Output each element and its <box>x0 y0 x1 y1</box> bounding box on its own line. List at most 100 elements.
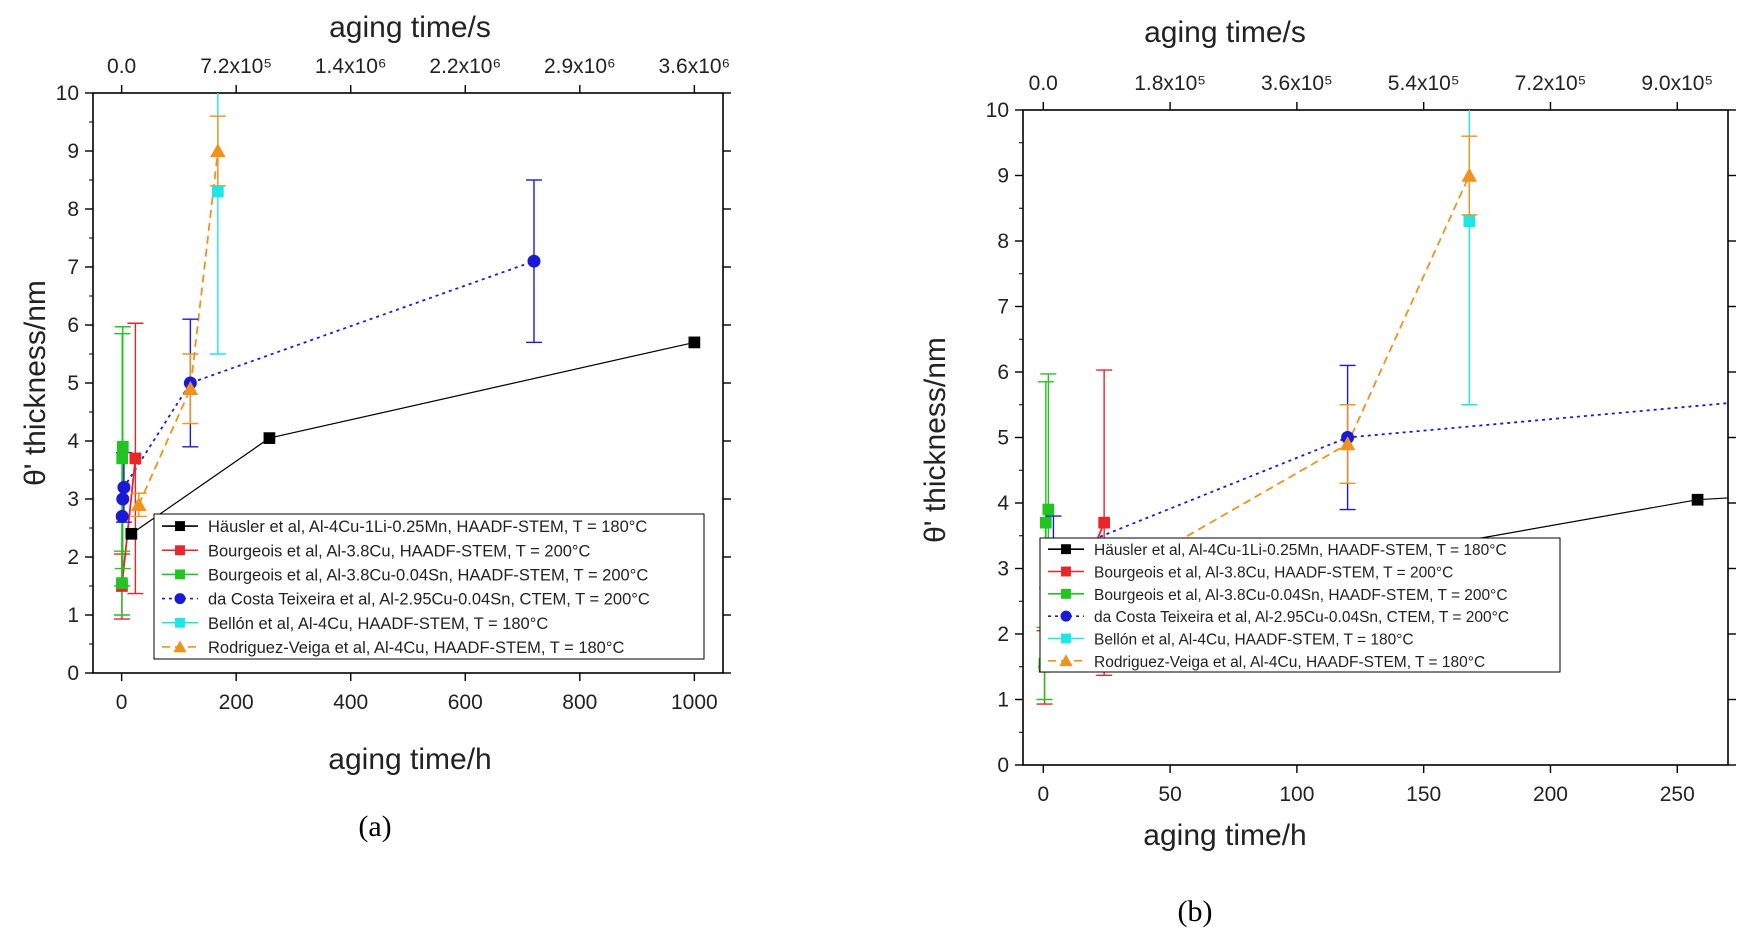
top-x-axis-label: aging time/s <box>329 11 491 44</box>
x-tick-label: 400 <box>333 691 368 714</box>
series-line <box>121 260 535 517</box>
top-x-tick-label: 1.4x10⁶ <box>315 55 387 78</box>
data-point <box>1691 493 1704 506</box>
series-line <box>1118 175 1471 576</box>
legend-marker <box>175 545 185 556</box>
panel-caption: (a) <box>358 810 391 843</box>
legend-marker <box>1059 654 1073 667</box>
y-tick-label: 10 <box>986 99 1009 122</box>
legend-marker <box>1061 566 1071 577</box>
top-x-tick-label: 7.2x10⁵ <box>1515 72 1587 95</box>
top-x-tick-label: 9.0x10⁵ <box>1641 72 1713 95</box>
data-point <box>1039 516 1052 529</box>
data-point <box>688 336 701 349</box>
y-tick-label: 6 <box>997 361 1009 384</box>
y-tick-label: 7 <box>997 296 1009 319</box>
data-point <box>117 480 131 494</box>
data-point <box>1461 167 1478 182</box>
axis-ticks: 0 1 2 3 4 5 6 7 8 9 10 0 200 400 600 800 1000 0.0 7.2x10⁵ 1… <box>56 55 731 714</box>
data-point <box>115 509 129 523</box>
top-x-tick-label: 7.2x10⁵ <box>200 55 272 78</box>
x-tick-label: 150 <box>1406 783 1441 806</box>
legend-frame <box>1039 537 1561 673</box>
x-tick-label: 100 <box>1279 783 1314 806</box>
data-point <box>212 185 224 198</box>
legend-entry: Häusler et al, Al-4Cu-1Li-0.25Mn, HAADF-… <box>208 518 647 536</box>
data-point <box>116 440 129 453</box>
legend-entry: Bellón et al, Al-4Cu, HAADF-STEM, T = 18… <box>1094 632 1414 649</box>
y-tick-label: 9 <box>997 165 1009 188</box>
x-tick-label: 600 <box>448 691 483 714</box>
y-axis-label: θ' thickness/nm <box>19 280 52 486</box>
y-tick-label: 8 <box>997 230 1009 253</box>
y-axis-label: θ' thickness/nm <box>919 337 952 543</box>
legend-marker <box>1061 633 1071 644</box>
legend-entry: Bellón et al, Al-4Cu, HAADF-STEM, T = 18… <box>208 615 548 633</box>
legend-marker <box>175 521 185 532</box>
panel-caption: (b) <box>1178 895 1213 928</box>
legend-entry: Bourgeois et al, Al-3.8Cu, HAADF-STEM, T… <box>208 542 591 560</box>
y-tick-label: 2 <box>67 546 79 569</box>
y-tick-label: 1 <box>67 604 79 627</box>
legend-frame <box>153 513 705 660</box>
legend-entry: Bourgeois et al, Al-3.8Cu-0.04Sn, HAADF-… <box>208 566 648 584</box>
top-x-axis-label: aging time/s <box>1144 16 1306 49</box>
y-tick-label: 6 <box>67 314 79 337</box>
data-point <box>1463 215 1476 228</box>
legend-entry: Rodriguez-Veiga et al, Al-4Cu, HAADF-STE… <box>208 639 624 657</box>
legend-marker <box>175 569 185 580</box>
top-x-tick-label: 2.9x10⁶ <box>544 55 616 78</box>
y-tick-label: 4 <box>997 492 1009 515</box>
legend-marker <box>1061 588 1071 599</box>
data-point <box>131 497 147 512</box>
top-x-tick-label: 3.6x10⁶ <box>659 55 731 78</box>
top-x-tick-label: 5.4x10⁵ <box>1388 72 1460 95</box>
x-tick-label: 50 <box>1158 783 1181 806</box>
legend-entry: da Costa Teixeira et al, Al-2.95Cu-0.04S… <box>1094 609 1509 626</box>
y-tick-label: 5 <box>67 372 79 395</box>
x-tick-label: 1000 <box>671 691 718 714</box>
y-tick-label: 2 <box>997 623 1009 646</box>
y-tick-label: 1 <box>997 689 1009 712</box>
x-tick-label: 200 <box>219 691 254 714</box>
legend-marker <box>175 617 185 628</box>
data-point <box>116 577 128 589</box>
y-tick-label: 3 <box>997 558 1009 581</box>
x-tick-label: 200 <box>1533 783 1568 806</box>
legend-marker <box>1060 610 1072 622</box>
top-x-tick-label: 3.6x10⁵ <box>1261 72 1333 95</box>
y-tick-label: 5 <box>997 427 1009 450</box>
data-point <box>527 254 541 268</box>
data-markers <box>115 143 701 592</box>
top-x-tick-label: 0.0 <box>107 55 136 78</box>
x-axis-label: aging time/h <box>1143 819 1306 852</box>
legend-marker <box>173 640 187 653</box>
x-tick-label: 800 <box>562 691 597 714</box>
top-x-tick-label: 2.2x10⁶ <box>429 55 501 78</box>
y-tick-label: 0 <box>67 662 79 685</box>
data-point <box>1098 516 1111 529</box>
chart-panel-a: 0 1 2 3 4 5 6 7 8 9 10 0 200 400 600 800 1000 0.0 7.2x10⁵ 1… <box>19 11 731 843</box>
data-point <box>263 432 276 444</box>
y-tick-label: 3 <box>67 488 79 511</box>
legend-entry: Rodriguez-Veiga et al, Al-4Cu, HAADF-STE… <box>1094 654 1485 671</box>
data-point <box>1042 503 1055 516</box>
x-axis-label: aging time/h <box>328 743 491 776</box>
legend: Häusler et al, Al-4Cu-1Li-0.25Mn, HAADF-… <box>1039 537 1561 673</box>
top-x-tick-label: 1.8x10⁵ <box>1134 72 1206 95</box>
y-tick-label: 10 <box>56 82 79 105</box>
y-tick-label: 9 <box>67 140 79 163</box>
legend-marker <box>174 593 186 605</box>
legend-entry: da Costa Teixeira et al, Al-2.95Cu-0.04S… <box>208 591 650 609</box>
y-tick-label: 7 <box>67 256 79 279</box>
data-point <box>125 527 138 540</box>
series-line <box>131 341 695 535</box>
legend-marker <box>1061 544 1071 555</box>
legend: Häusler et al, Al-4Cu-1Li-0.25Mn, HAADF-… <box>153 513 705 660</box>
top-x-tick-label: 0.0 <box>1029 72 1058 95</box>
y-tick-label: 8 <box>67 198 79 221</box>
series-line <box>137 150 219 506</box>
x-tick-label: 0 <box>1037 783 1049 806</box>
